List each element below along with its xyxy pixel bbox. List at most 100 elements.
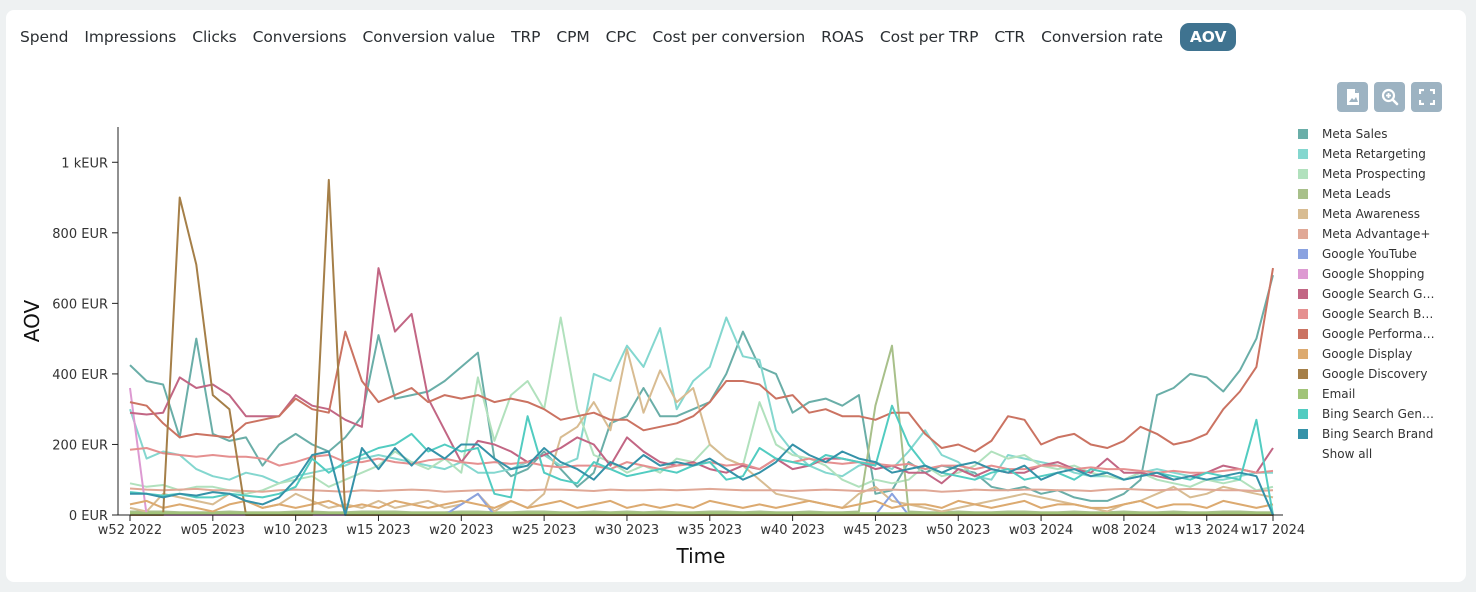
legend-swatch	[1298, 349, 1308, 359]
legend-label: Google Discovery	[1322, 367, 1428, 381]
export-image-button[interactable]	[1337, 82, 1368, 112]
y-tick-label: 800 EUR	[52, 227, 108, 242]
legend-label: Email	[1322, 387, 1356, 401]
legend-item-google-performance-max[interactable]: Google Performance Max	[1298, 324, 1448, 344]
legend-swatch	[1298, 429, 1308, 439]
x-tick-label: w52 2022	[98, 523, 162, 538]
series-layer	[129, 178, 1274, 516]
legend-label: Meta Prospecting	[1322, 167, 1426, 181]
legend-label: Meta Leads	[1322, 187, 1391, 201]
y-axis-title: AOV	[20, 299, 44, 342]
legend-label: Google Shopping	[1322, 267, 1425, 281]
legend-swatch	[1298, 209, 1308, 219]
tab-cpc[interactable]: CPC	[605, 28, 637, 46]
x-tick-label: w20 2023	[429, 523, 493, 538]
y-tick-label: 1 kEUR	[61, 156, 108, 171]
legend-swatch	[1298, 249, 1308, 259]
zoom-button[interactable]	[1374, 82, 1405, 112]
legend-swatch	[1298, 289, 1308, 299]
series-line-meta-advantage-[interactable]	[129, 487, 1274, 493]
x-tick-label: w08 2024	[1092, 523, 1156, 538]
legend-swatch	[1298, 389, 1308, 399]
tab-spend[interactable]: Spend	[20, 28, 69, 46]
export-image-icon	[1346, 89, 1359, 105]
legend-item-google-discovery[interactable]: Google Discovery	[1298, 364, 1448, 384]
legend-swatch	[1298, 189, 1308, 199]
legend-item-meta-leads[interactable]: Meta Leads	[1298, 184, 1448, 204]
legend-label: Meta Sales	[1322, 127, 1388, 141]
x-tick-label: w40 2023	[760, 523, 824, 538]
x-tick-label: w10 2023	[263, 523, 327, 538]
tab-ctr[interactable]: CTR	[994, 28, 1026, 46]
x-tick-label: w17 2024	[1241, 523, 1305, 538]
series-line-meta-leads[interactable]	[130, 344, 1273, 514]
series-line-bing-search-brand[interactable]	[130, 443, 1274, 516]
legend-item-google-shopping[interactable]: Google Shopping	[1298, 264, 1448, 284]
legend-label: Meta Advantage+	[1322, 227, 1431, 241]
series-line-meta-retargeting[interactable]	[129, 316, 1273, 485]
legend-item-google-display[interactable]: Google Display	[1298, 344, 1448, 364]
legend-item-email[interactable]: Email	[1298, 384, 1448, 404]
legend-item-google-search-brand[interactable]: Google Search Brand	[1298, 304, 1448, 324]
legend-swatch	[1298, 329, 1308, 339]
tab-trp[interactable]: TRP	[511, 28, 541, 46]
legend-show-all[interactable]: Show all	[1322, 447, 1373, 461]
y-tick-label: 400 EUR	[52, 368, 108, 383]
legend-item-meta-prospecting[interactable]: Meta Prospecting	[1298, 164, 1448, 184]
legend-item-bing-search-brand[interactable]: Bing Search Brand	[1298, 424, 1448, 444]
legend-swatch	[1298, 129, 1308, 139]
legend-item-meta-awareness[interactable]: Meta Awareness	[1298, 204, 1448, 224]
tab-cost-per-conversion[interactable]: Cost per conversion	[652, 28, 806, 46]
legend-label: Google Performance Max	[1322, 327, 1438, 341]
series-line-meta-sales[interactable]	[129, 274, 1274, 502]
legend-label: Google YouTube	[1322, 247, 1417, 261]
x-tick-label: w35 2023	[678, 523, 742, 538]
tab-conversion-rate[interactable]: Conversion rate	[1041, 28, 1163, 46]
legend-item-meta-sales[interactable]: Meta Sales	[1298, 124, 1448, 144]
x-tick-label: w50 2023	[926, 523, 990, 538]
series-line-google-search-generic[interactable]	[129, 267, 1274, 485]
legend-label: Google Display	[1322, 347, 1413, 361]
legend-item-meta-retargeting[interactable]: Meta Retargeting	[1298, 144, 1448, 164]
legend-swatch	[1298, 309, 1308, 319]
tab-conversion-value[interactable]: Conversion value	[362, 28, 496, 46]
legend-item-google-search-generic[interactable]: Google Search Generic	[1298, 284, 1448, 304]
legend-item-google-youtube[interactable]: Google YouTube	[1298, 244, 1448, 264]
x-tick-label: w25 2023	[512, 523, 576, 538]
axis-layer: 0 EUR 200 EUR 400 EUR 600 EUR 800 EUR 1 kEUR w…	[52, 127, 1305, 538]
tab-roas[interactable]: ROAS	[821, 28, 864, 46]
tab-impressions[interactable]: Impressions	[84, 28, 177, 46]
tab-conversions[interactable]: Conversions	[252, 28, 347, 46]
legend-swatch	[1298, 369, 1308, 379]
legend-swatch	[1298, 169, 1308, 179]
series-line-google-search-brand[interactable]	[129, 447, 1274, 474]
series-line-google-display[interactable]	[129, 499, 1274, 513]
x-tick-label: w30 2023	[595, 523, 659, 538]
legend-item-bing-search-generic[interactable]: Bing Search Generic	[1298, 404, 1448, 424]
legend-label: Bing Search Generic	[1322, 407, 1438, 421]
x-tick-label: w15 2023	[346, 523, 410, 538]
x-tick-label: w45 2023	[843, 523, 907, 538]
legend-swatch	[1298, 409, 1308, 419]
y-tick-label: 0 EUR	[69, 509, 108, 524]
x-tick-label: w13 2024	[1175, 523, 1239, 538]
y-tick-label: 200 EUR	[52, 438, 108, 453]
legend-label: Meta Retargeting	[1322, 147, 1426, 161]
tab-clicks[interactable]: Clicks	[192, 28, 237, 46]
series-line-bing-search-generic[interactable]	[129, 404, 1274, 516]
x-tick-label: w03 2024	[1009, 523, 1073, 538]
tab-cpm[interactable]: CPM	[556, 28, 590, 46]
series-line-google-performance-max[interactable]	[129, 267, 1274, 453]
legend-item-meta-advantage-[interactable]: Meta Advantage+	[1298, 224, 1448, 244]
metric-tabs: Spend Impressions Clicks Conversions Convers…	[20, 22, 1252, 52]
legend-label: Google Search Generic	[1322, 287, 1438, 301]
fullscreen-button[interactable]	[1411, 82, 1442, 112]
legend-label: Meta Awareness	[1322, 207, 1421, 221]
legend-swatch	[1298, 229, 1308, 239]
x-axis-title: Time	[676, 544, 726, 568]
tab-aov[interactable]: AOV	[1179, 23, 1237, 51]
x-tick-label: w05 2023	[181, 523, 245, 538]
legend-swatch	[1298, 149, 1308, 159]
tab-cost-per-trp[interactable]: Cost per TRP	[879, 28, 979, 46]
